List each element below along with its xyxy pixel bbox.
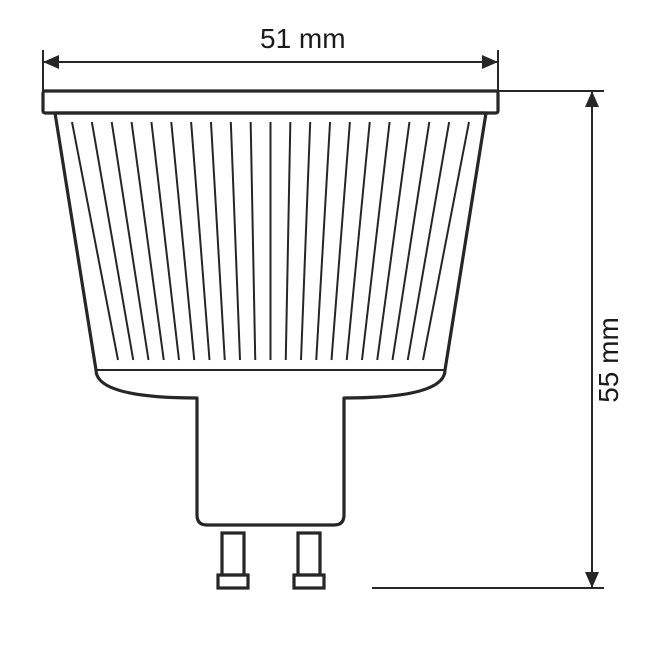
reflector-fin (301, 122, 310, 360)
bulb-dimensioned-drawing: 51 mm 55 mm (0, 0, 650, 650)
dim-arrow (585, 572, 599, 588)
reflector-fin (231, 122, 240, 360)
reflector-fin (211, 122, 225, 360)
reflector-fin (92, 122, 133, 360)
dim-arrow (482, 55, 498, 69)
drawing-canvas: 51 mm 55 mm (0, 0, 650, 650)
reflector-fin (408, 122, 449, 360)
reflector-fin (132, 122, 164, 360)
reflector-fin (191, 122, 209, 360)
dim-arrow (43, 55, 59, 69)
reflector-fin (423, 122, 469, 360)
reflector-fin (286, 122, 291, 360)
reflector-fin (332, 122, 350, 360)
dim-label-height: 55 mm (593, 317, 624, 403)
reflector-fin (393, 122, 430, 360)
gu10-pin (218, 533, 248, 588)
reflector-fin (316, 122, 330, 360)
bulb-lens (43, 91, 498, 113)
dim-label-width: 51 mm (260, 23, 346, 54)
reflector-fin (251, 122, 256, 360)
dim-arrow (585, 91, 599, 107)
reflector-fin (377, 122, 409, 360)
reflector-fin (112, 122, 149, 360)
gu10-pin (294, 533, 324, 588)
reflector-fin (72, 122, 118, 360)
